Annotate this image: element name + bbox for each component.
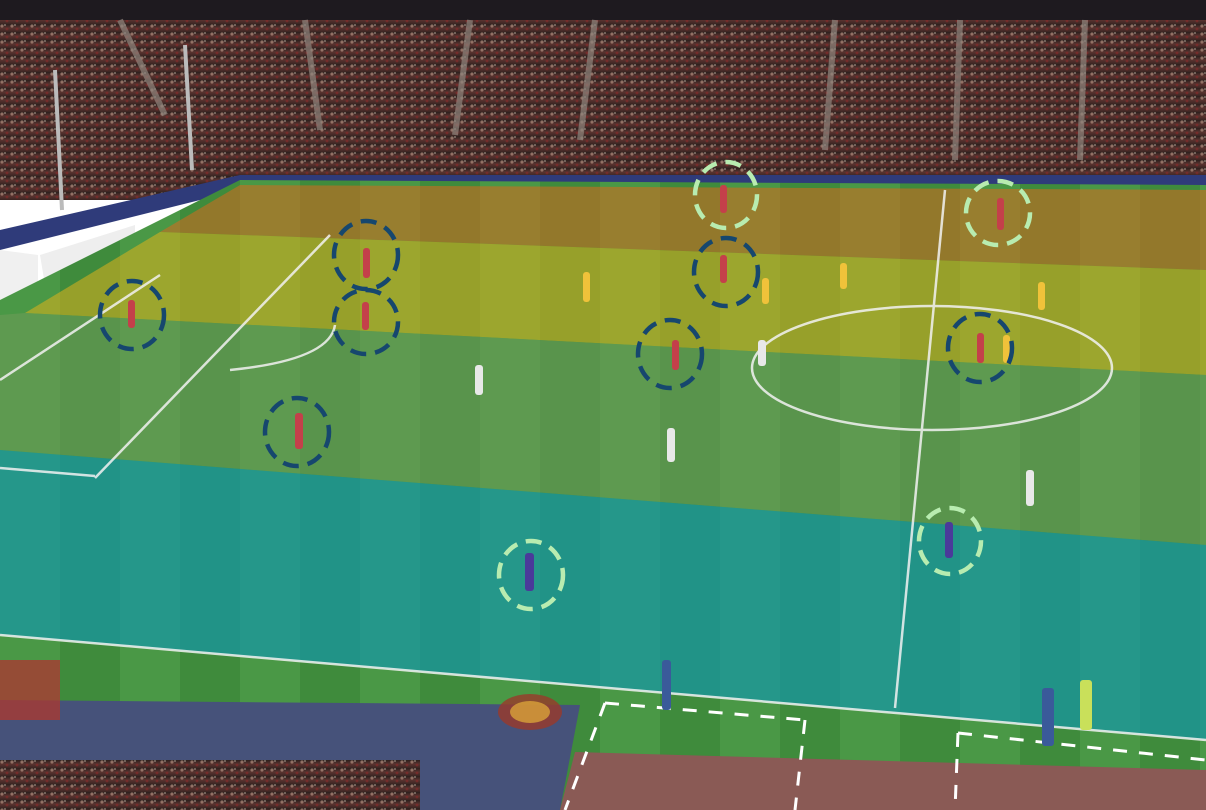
player-red: [997, 198, 1004, 230]
player-red: [720, 185, 727, 213]
coach: [662, 660, 671, 710]
player-yellow: [583, 272, 590, 302]
marker-dark: [97, 278, 167, 352]
pitch-markings: [0, 189, 1206, 742]
player-red: [128, 300, 135, 328]
marker-light: [496, 538, 566, 612]
player-yellow: [840, 263, 847, 289]
player-white: [758, 340, 766, 366]
touchline-area: [0, 660, 1206, 810]
player-white: [667, 428, 675, 462]
player-yellow: [1003, 335, 1010, 363]
official: [1042, 688, 1054, 746]
marker-light: [963, 178, 1033, 248]
marker-dark: [262, 395, 332, 469]
player-blue: [525, 553, 534, 591]
marker-dark: [635, 317, 705, 391]
player-white: [475, 365, 483, 395]
player-markers: [97, 159, 1033, 612]
marker-light: [916, 505, 984, 577]
player-red: [720, 255, 727, 283]
player-red: [363, 248, 370, 278]
official: [1080, 680, 1092, 730]
player-white: [1026, 470, 1034, 506]
player-blue: [945, 522, 953, 558]
tactical-zones: [0, 185, 1206, 740]
player-yellow: [762, 278, 769, 304]
player-red: [362, 302, 369, 330]
zone-band-4: [0, 450, 1206, 740]
player-red: [977, 333, 984, 363]
club-crest-emblem: [498, 694, 562, 730]
player-yellow: [1038, 282, 1045, 310]
marker-dark: [331, 287, 401, 357]
marker-dark: [691, 235, 761, 309]
player-red: [295, 413, 303, 449]
stadium-stands: [0, 0, 1206, 211]
players: [128, 185, 1092, 746]
player-red: [672, 340, 679, 370]
zone-band-2: [25, 232, 1206, 375]
marker-light: [692, 159, 760, 231]
zone-band-3: [0, 313, 1206, 545]
marker-dark: [945, 311, 1015, 385]
